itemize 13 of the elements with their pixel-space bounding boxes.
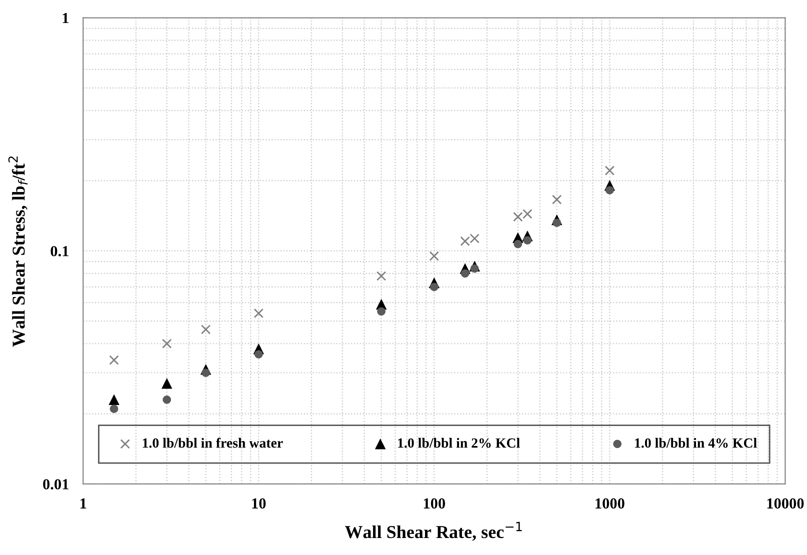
y-axis-title: Wall Shear Stress, lb$_{f}$/ft$^{2}$ bbox=[8, 156, 28, 347]
x-tick-label: 1000 bbox=[596, 498, 624, 509]
legend-label: 1.0 lb/bbl in 4% KCl bbox=[635, 438, 757, 448]
x-tick-label: 10 bbox=[252, 498, 266, 509]
legend-label: 1.0 lb/bbl in 2% KCl bbox=[398, 438, 520, 448]
x-tick-label: 100 bbox=[424, 498, 446, 509]
x-tick-label: 1 bbox=[80, 498, 86, 508]
legend-label: 1.0 lb/bbl in fresh water bbox=[142, 438, 283, 448]
y-tick-label: 1 bbox=[62, 12, 68, 24]
y-tick-label: 0.1 bbox=[50, 246, 68, 256]
x-tick-label: 10000 bbox=[767, 498, 804, 509]
x-axis-title: Wall Shear Rate, sec$^{−1}$ bbox=[344, 522, 522, 541]
y-tick-label: 0.01 bbox=[43, 479, 68, 490]
